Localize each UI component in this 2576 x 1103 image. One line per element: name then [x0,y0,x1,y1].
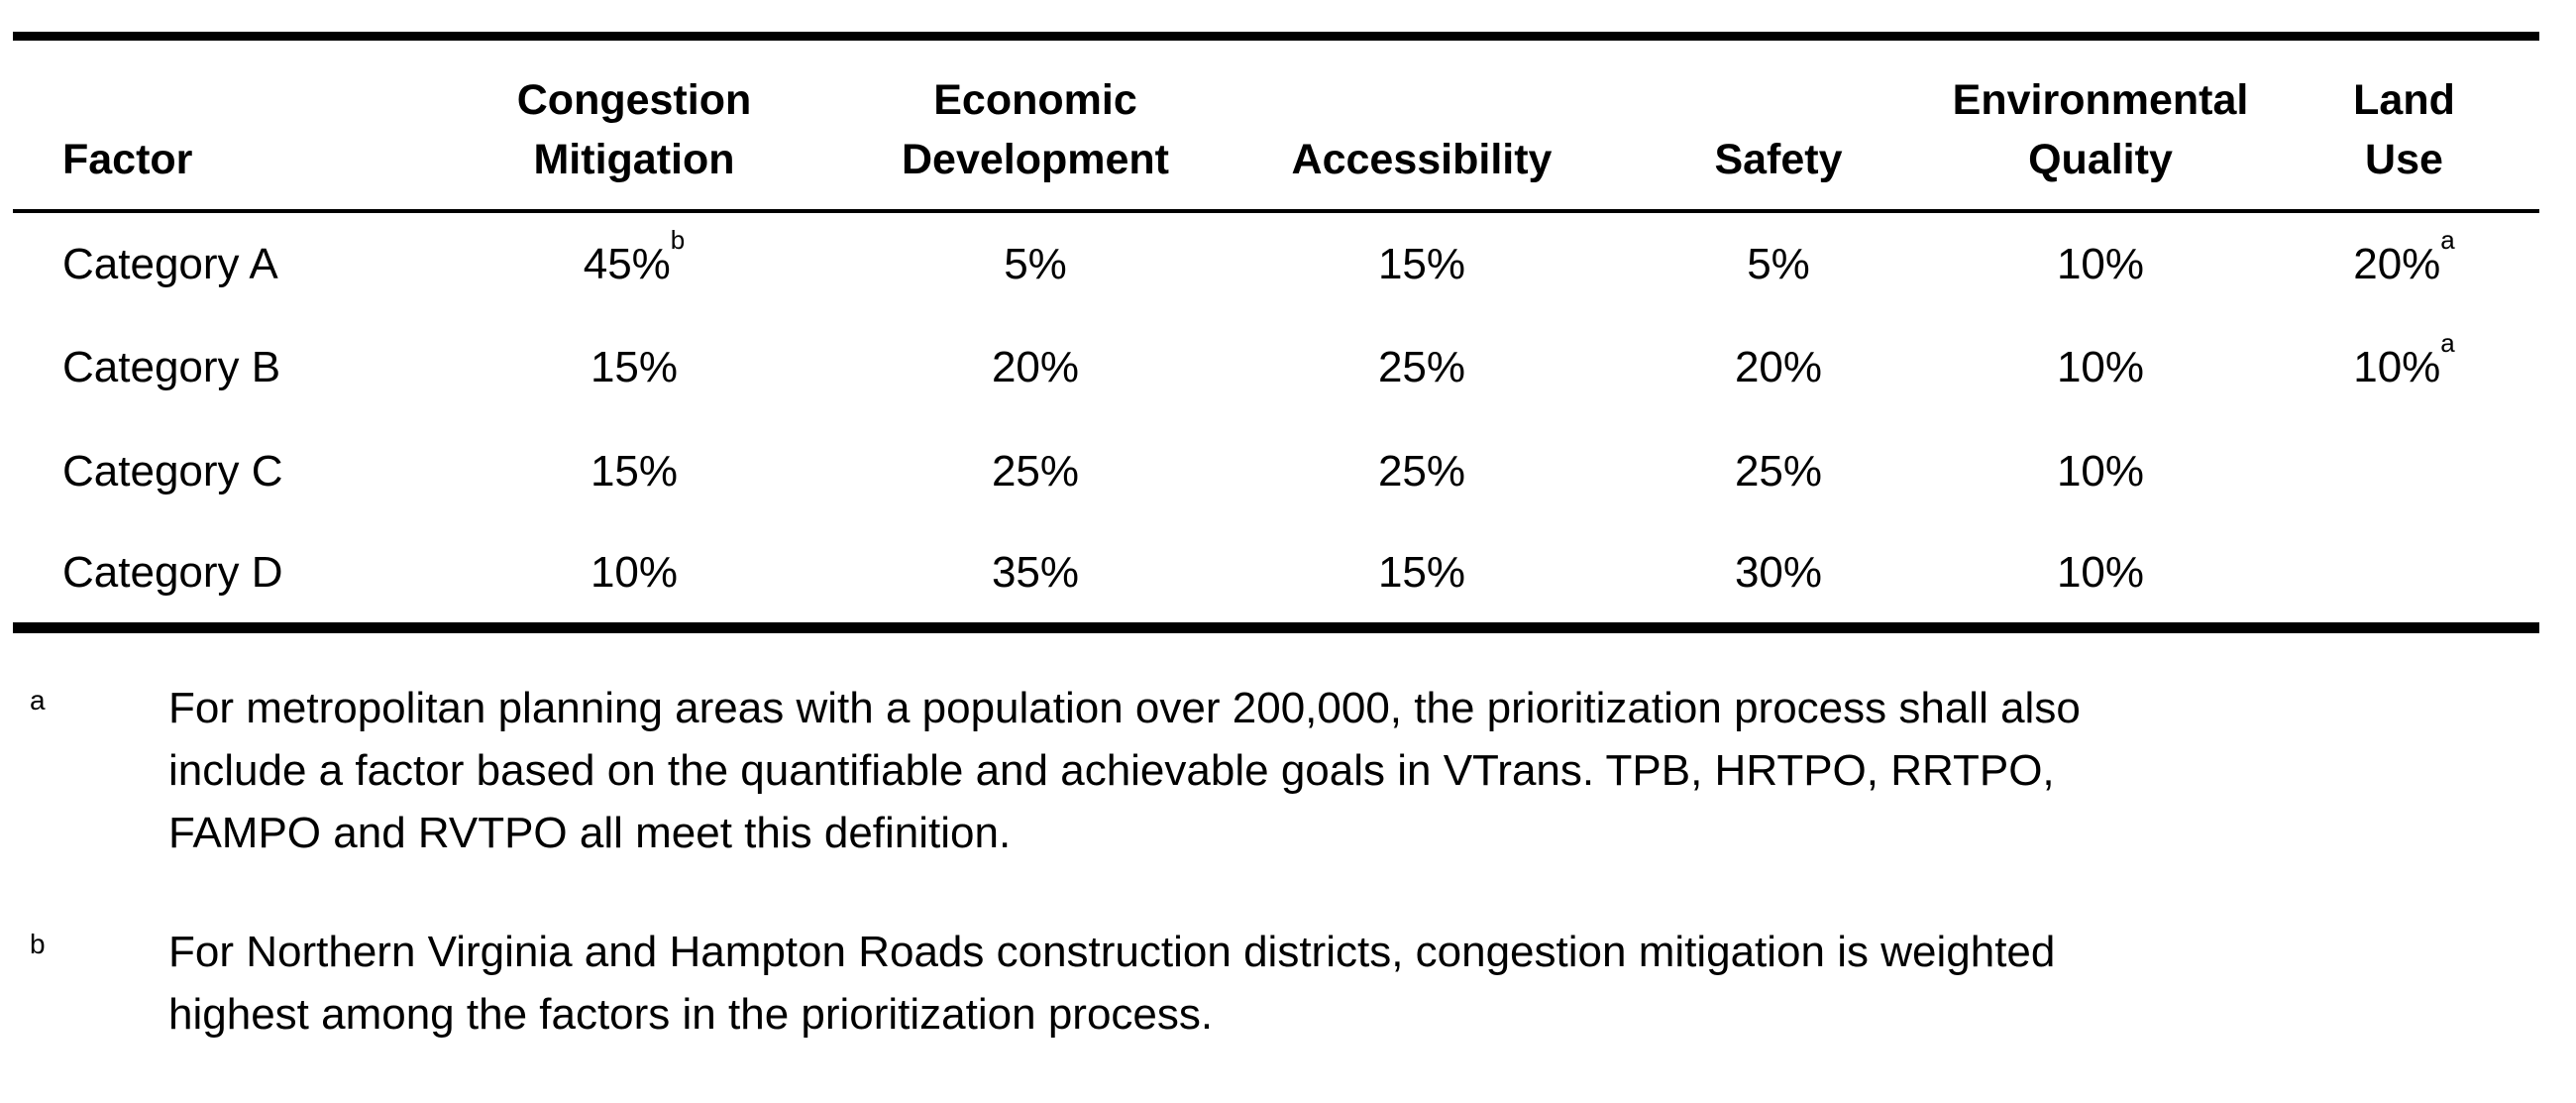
column-header-accessibility: Accessibility [1219,37,1625,212]
cell-accessibility: 15% [1219,211,1625,315]
cell-congestion-mitigation: 45%b [416,211,852,315]
footnote-a-text: For metropolitan planning areas with a p… [168,677,2081,864]
cell-economic-development: 20% [852,315,1219,419]
header-line: Economic [933,76,1137,124]
header-row: Factor Congestion Mitigation Economic De… [13,37,2539,212]
cell-value: 25% [1377,342,1466,391]
footnote-line: For Northern Virginia and Hampton Roads … [168,927,2056,976]
cell-safety: 30% [1625,523,1932,627]
row-label: Category B [62,342,281,391]
row-label: Category C [62,446,283,496]
cell-environmental-quality: 10% [1932,211,2269,315]
header-line: Quality [2028,136,2173,183]
footnotes-section: a For metropolitan planning areas with a… [13,677,2539,1046]
cell-value: 5% [1004,239,1067,288]
cell-land-use [2269,419,2539,523]
footnote-b-text: For Northern Virginia and Hampton Roads … [168,921,2055,1046]
footnote-b-marker: b [30,928,46,959]
cell-value: 10% [2056,342,2145,391]
cell-value: 15% [590,446,679,496]
footnote-line: FAMPO and RVTPO all meet this definition… [168,808,1012,857]
cell-value: 15% [1377,547,1466,597]
table-header: Factor Congestion Mitigation Economic De… [13,37,2539,212]
cell-safety: 5% [1625,211,1932,315]
cell-value: 20% [1734,342,1823,391]
cell-value: 10% [2056,547,2145,597]
header-line: Factor [62,136,193,183]
table-body: Category A 45%b 5% 15% 5% 10% 20%a Categ… [13,211,2539,627]
footnote-a: a For metropolitan planning areas with a… [13,677,2539,864]
cell-value: 25% [1734,446,1823,496]
row-label: Category D [62,547,283,597]
cell-value: 45% [583,239,671,288]
header-line: Safety [1714,136,1843,183]
cell-value: 20% [991,342,1080,391]
cell-economic-development: 35% [852,523,1219,627]
footnote-b: b For Northern Virginia and Hampton Road… [13,921,2539,1046]
cell-value: 35% [991,547,1080,597]
header-line: Congestion [516,76,752,124]
table-row-category-b: Category B 15% 20% 25% 20% 10% 10%a [13,315,2539,419]
header-line: Mitigation [533,136,735,183]
cell-value: 10% [2056,446,2145,496]
cell-superscript: a [2440,327,2455,358]
column-header-congestion-mitigation: Congestion Mitigation [416,37,852,212]
cell-safety: 20% [1625,315,1932,419]
cell-value: 10% [590,547,679,597]
table-row-category-c: Category C 15% 25% 25% 25% 10% [13,419,2539,523]
cell-accessibility: 15% [1219,523,1625,627]
cell-superscript: a [2440,224,2455,255]
row-label: Category A [62,239,278,288]
footnote-line: highest among the factors in the priorit… [168,989,1214,1039]
cell-value: 20% [2353,239,2441,288]
header-line: Land [2353,76,2455,124]
cell-accessibility: 25% [1219,315,1625,419]
footnote-a-marker: a [30,684,46,716]
cell-value: 10% [2353,342,2441,391]
cell-environmental-quality: 10% [1932,523,2269,627]
cell-value: 5% [1747,239,1810,288]
column-header-land-use: Land Use [2269,37,2539,212]
cell-economic-development: 25% [852,419,1219,523]
cell-value: 30% [1734,547,1823,597]
cell-environmental-quality: 10% [1932,419,2269,523]
table-row-category-d: Category D 10% 35% 15% 30% 10% [13,523,2539,627]
cell-value: 15% [1377,239,1466,288]
factor-weights-table: Factor Congestion Mitigation Economic De… [13,32,2539,633]
column-header-economic-development: Economic Development [852,37,1219,212]
header-line: Accessibility [1291,136,1553,183]
cell-value: 25% [1377,446,1466,496]
column-header-factor: Factor [13,37,416,212]
footnote-line: For metropolitan planning areas with a p… [168,683,2081,732]
column-header-safety: Safety [1625,37,1932,212]
cell-accessibility: 25% [1219,419,1625,523]
cell-value: 15% [590,342,679,391]
cell-superscript: b [670,224,686,255]
cell-congestion-mitigation: 15% [416,315,852,419]
cell-congestion-mitigation: 15% [416,419,852,523]
cell-economic-development: 5% [852,211,1219,315]
header-line: Development [901,136,1169,183]
cell-land-use: 20%a [2269,211,2539,315]
cell-safety: 25% [1625,419,1932,523]
header-line: Environmental [1952,76,2249,124]
column-header-environmental-quality: Environmental Quality [1932,37,2269,212]
cell-environmental-quality: 10% [1932,315,2269,419]
cell-congestion-mitigation: 10% [416,523,852,627]
cell-land-use: 10%a [2269,315,2539,419]
header-line: Use [2365,136,2443,183]
cell-land-use [2269,523,2539,627]
cell-value: 10% [2056,239,2145,288]
cell-value: 25% [991,446,1080,496]
table-row-category-a: Category A 45%b 5% 15% 5% 10% 20%a [13,211,2539,315]
footnote-line: include a factor based on the quantifiab… [168,745,2055,795]
